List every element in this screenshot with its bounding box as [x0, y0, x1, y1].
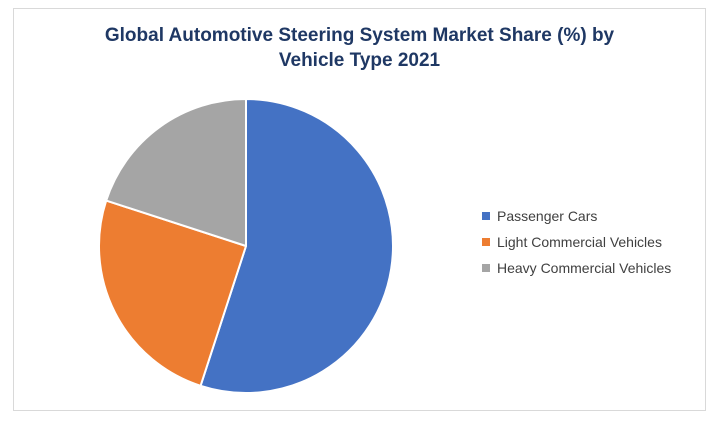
chart-title: Global Automotive Steering System Market… — [14, 23, 705, 73]
legend-swatch-light-commercial-vehicles — [482, 238, 490, 246]
pie-slice-light-commercial-vehicles — [98, 199, 247, 387]
pie-slice-heavy-commercial-vehicles — [105, 98, 247, 247]
legend-label-light-commercial-vehicles: Light Commercial Vehicles — [497, 234, 662, 250]
legend-item-passenger-cars: Passenger Cars — [482, 203, 671, 229]
chart-legend: Passenger Cars Light Commercial Vehicles… — [482, 203, 671, 281]
legend-swatch-heavy-commercial-vehicles — [482, 264, 490, 272]
legend-item-heavy-commercial-vehicles: Heavy Commercial Vehicles — [482, 255, 671, 281]
pie-slice-passenger-cars — [199, 98, 394, 394]
legend-swatch-passenger-cars — [482, 212, 490, 220]
chart-title-line-2: Vehicle Type 2021 — [278, 50, 441, 71]
legend-item-light-commercial-vehicles: Light Commercial Vehicles — [482, 229, 671, 255]
legend-label-heavy-commercial-vehicles: Heavy Commercial Vehicles — [497, 260, 672, 276]
legend-label-passenger-cars: Passenger Cars — [497, 208, 598, 224]
chart-title-line-1: Global Automotive Steering System Market… — [104, 25, 615, 46]
